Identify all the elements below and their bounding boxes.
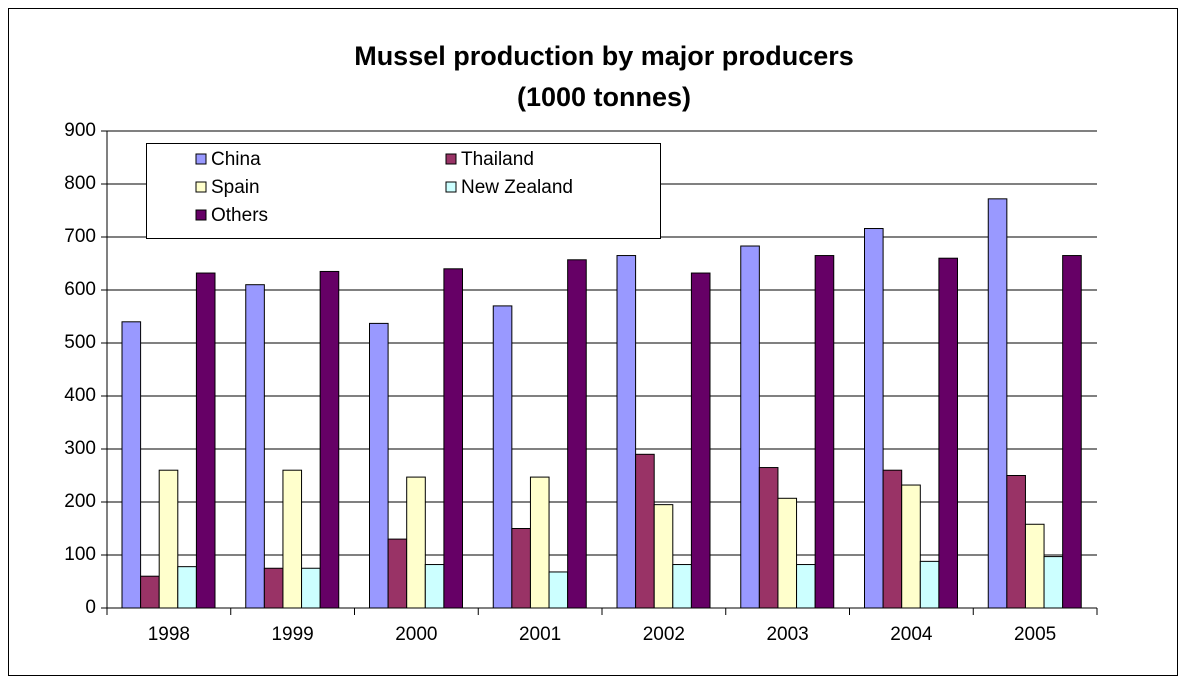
chart-title: Mussel production by major producers <box>354 41 854 71</box>
bar <box>121 321 142 609</box>
y-tick-label: 200 <box>64 491 96 512</box>
bar <box>1006 475 1026 609</box>
bar <box>919 560 940 609</box>
bar <box>1062 255 1082 609</box>
legend-box <box>146 143 661 239</box>
y-tick-label: 600 <box>64 279 96 300</box>
bar <box>567 259 587 609</box>
y-tick-label: 900 <box>64 120 96 141</box>
bar <box>406 476 426 609</box>
bar <box>758 467 779 609</box>
bar <box>387 538 408 609</box>
y-tick-label: 500 <box>64 332 96 353</box>
bar <box>424 564 445 609</box>
bar <box>901 484 921 609</box>
bar <box>158 469 179 609</box>
x-tick-label: 2005 <box>1014 624 1056 645</box>
legend-label: New Zealand <box>461 177 573 198</box>
bar <box>864 228 884 609</box>
chart-title: (1000 tonnes) <box>517 82 691 112</box>
bar <box>140 575 160 609</box>
bar <box>195 272 216 609</box>
bar <box>616 255 637 609</box>
legend-label: Spain <box>211 177 260 198</box>
bar <box>548 571 569 609</box>
bar <box>263 567 284 609</box>
legend-swatch <box>445 181 457 193</box>
bar <box>814 255 835 609</box>
bar <box>653 504 674 609</box>
legend-swatch <box>195 181 207 193</box>
bar <box>740 245 760 609</box>
bar <box>282 469 303 609</box>
legend-label: Others <box>211 205 268 226</box>
legend-swatch <box>195 209 207 221</box>
bar <box>1043 556 1064 609</box>
bar <box>796 564 816 609</box>
legend-swatch <box>195 153 207 165</box>
x-tick-label: 2002 <box>643 624 685 645</box>
bar <box>882 469 903 609</box>
bar <box>177 566 197 609</box>
bar <box>301 567 321 609</box>
bar <box>777 497 798 609</box>
legend-swatch <box>445 153 457 165</box>
legend-label: China <box>211 149 261 170</box>
x-tick-label: 2004 <box>890 624 933 645</box>
x-tick-label: 1998 <box>148 624 190 645</box>
bar <box>938 257 959 609</box>
x-tick-label: 1999 <box>271 624 313 645</box>
y-tick-label: 0 <box>85 597 96 618</box>
bar <box>511 528 531 609</box>
y-tick-label: 400 <box>64 385 96 406</box>
bar <box>672 564 692 609</box>
y-tick-label: 100 <box>64 544 96 565</box>
bar <box>529 476 550 609</box>
bar <box>690 272 711 609</box>
bar <box>492 305 513 609</box>
y-tick-label: 800 <box>64 173 96 194</box>
y-tick-label: 300 <box>64 438 96 459</box>
bar <box>987 198 1008 609</box>
bar <box>369 322 389 609</box>
bar <box>245 284 265 609</box>
bar <box>1024 523 1045 609</box>
bar <box>443 268 463 609</box>
bar <box>319 270 340 609</box>
y-tick-label: 700 <box>64 226 96 247</box>
bar <box>635 453 655 609</box>
x-tick-label: 2001 <box>519 624 561 645</box>
legend-label: Thailand <box>461 149 534 170</box>
x-tick-label: 2000 <box>395 624 437 645</box>
x-tick-label: 2003 <box>766 624 808 645</box>
